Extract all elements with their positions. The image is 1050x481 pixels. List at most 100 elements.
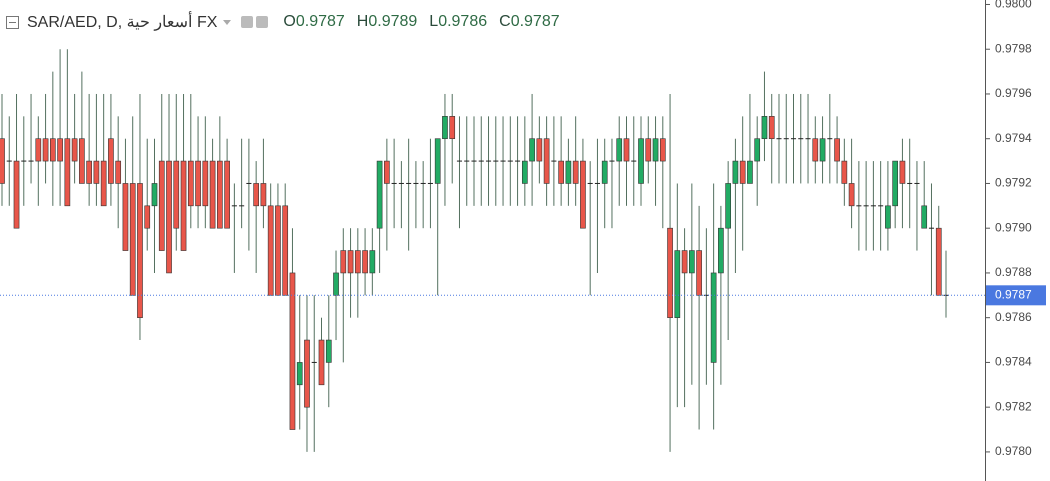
y-tick-label: 0.9798 (995, 41, 1032, 55)
candle-body (768, 116, 775, 140)
candle-body (921, 205, 928, 229)
candle-body (616, 138, 623, 162)
ohlc-values: O0.9787 H0.9789 L0.9786 C0.9787 (271, 13, 559, 31)
candle-body (529, 138, 535, 162)
candle-body (761, 116, 768, 140)
candle-body (471, 160, 477, 162)
candle-body (231, 205, 237, 207)
y-tick-label: 0.9792 (995, 176, 1032, 190)
candle-body (289, 272, 296, 430)
candle-body (515, 160, 521, 162)
candle-body (64, 138, 71, 207)
dropdown-arrow[interactable] (223, 19, 232, 25)
candle-body (108, 138, 114, 184)
candle-body (631, 160, 637, 162)
ohlc-label: H (356, 13, 369, 30)
candle-body (71, 138, 78, 162)
candle-body (398, 182, 404, 184)
candle-body (35, 138, 42, 162)
candle-body (187, 160, 194, 207)
candle-body (521, 160, 528, 184)
candle-body (543, 138, 550, 184)
candle-body (137, 183, 143, 318)
candle-body (304, 339, 310, 408)
candle-body (354, 250, 361, 274)
candle-body (739, 160, 746, 184)
candle-body (253, 183, 259, 207)
candle-body (347, 250, 354, 274)
last-price-label: 0.9787 (995, 287, 1032, 301)
settings-icon[interactable] (256, 16, 269, 28)
candle-body (493, 160, 499, 162)
candle-body (267, 205, 274, 296)
candle-body (834, 138, 840, 162)
candle-body (115, 160, 122, 184)
candle-body (892, 160, 899, 207)
candle-body (732, 160, 739, 184)
candle-body (848, 183, 855, 207)
candle-body (79, 138, 85, 184)
candle-body (798, 138, 804, 140)
candle-body (49, 138, 56, 162)
candle-body (485, 160, 492, 162)
ohlc-value: 0.9787 (510, 13, 560, 30)
y-tick-label: 0.9786 (995, 310, 1032, 324)
ohlc-label: O (283, 13, 296, 30)
candle-body (384, 160, 390, 184)
candle-body (812, 138, 819, 162)
ohlc-item: L0.9786 (429, 13, 487, 30)
ohlc-value: 0.9786 (438, 13, 488, 30)
candle-body (406, 182, 412, 184)
candle-body (434, 138, 441, 184)
candle-body (180, 160, 187, 251)
candle-body (464, 160, 470, 162)
candle-body (224, 160, 230, 229)
candle-body (899, 160, 906, 184)
candle-body (449, 116, 456, 140)
candle-body (13, 160, 20, 229)
symbol-title: SAR/AED, D, أسعار حية FX (27, 14, 218, 31)
candle-body (907, 182, 913, 184)
candle-body (6, 160, 12, 162)
candle-body (202, 160, 209, 207)
candle-body (144, 205, 151, 229)
candle-body (885, 205, 891, 229)
candle-body (689, 250, 695, 274)
candle-body (790, 138, 797, 140)
candle-body (659, 138, 666, 162)
candle-body (369, 250, 376, 274)
collapse-icon[interactable] (6, 15, 19, 29)
candle-body (173, 160, 180, 229)
candle-body (282, 205, 289, 296)
candle-body (507, 160, 513, 162)
candle-body (601, 160, 608, 184)
candle-body (376, 160, 383, 229)
y-tick-label: 0.9800 (995, 0, 1032, 11)
candle-body (703, 294, 709, 296)
candle-body (580, 160, 586, 229)
candle-body (362, 250, 368, 274)
candle-body (681, 250, 688, 274)
legend-header: SAR/AED, D, أسعار حية FX O0.9787 H0.9789 L… (6, 9, 560, 35)
candle-body (260, 183, 267, 207)
candle-body (42, 138, 49, 162)
candle-body (667, 227, 673, 318)
candle-body (536, 138, 543, 162)
visibility-icon[interactable] (241, 16, 254, 28)
candle-body (0, 138, 5, 184)
candle-body (500, 160, 506, 162)
y-tick-label: 0.9784 (995, 355, 1032, 369)
candle-body (652, 138, 659, 162)
ohlc-value: 0.9787 (295, 13, 345, 30)
candle-body (551, 160, 557, 162)
candle-body (914, 182, 920, 184)
candle-body (565, 160, 572, 184)
candle-body (827, 138, 833, 140)
candle-body (819, 138, 826, 162)
candle-body (747, 160, 753, 184)
candle-body (594, 182, 600, 184)
candle-body (776, 138, 782, 140)
candle-body (311, 361, 317, 363)
candle-body (718, 227, 724, 274)
candle-body (413, 182, 419, 184)
